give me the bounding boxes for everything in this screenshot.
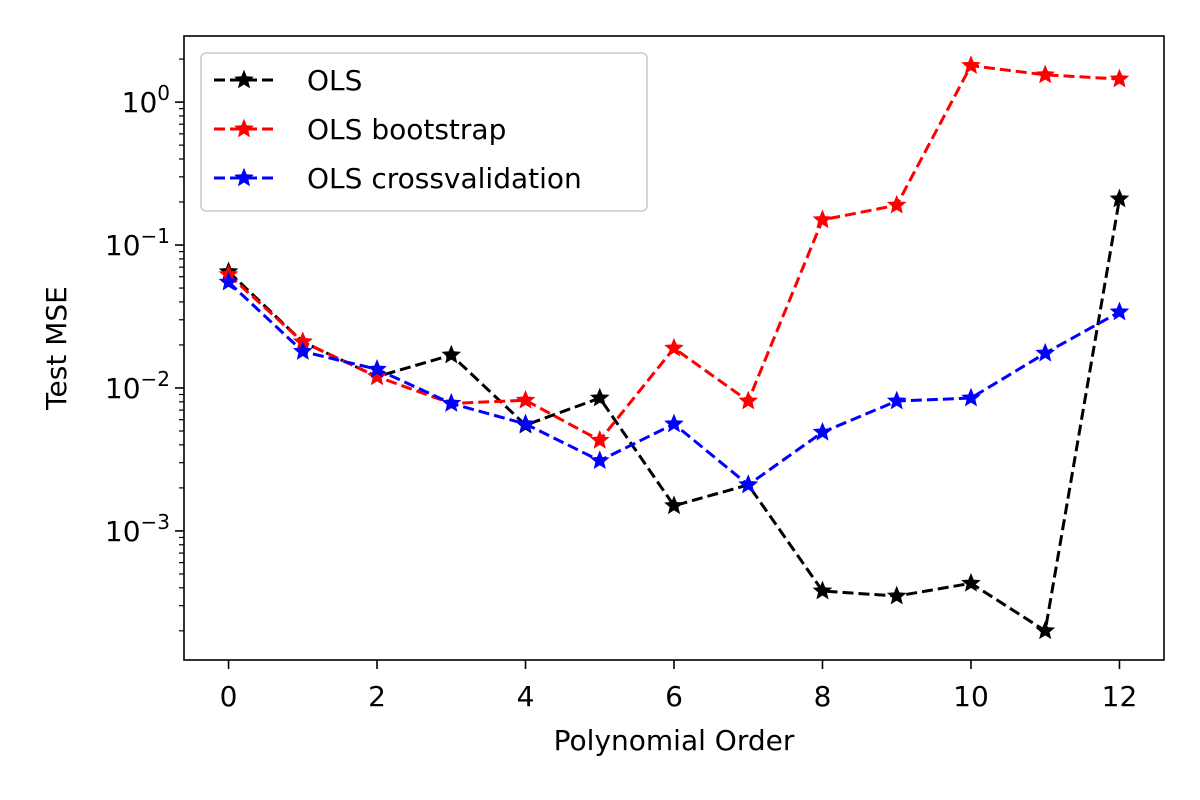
y-tick-label-base: 10 (122, 86, 158, 119)
x-tick-label: 8 (814, 680, 832, 713)
data-point (1035, 342, 1056, 362)
data-point (1035, 620, 1056, 640)
legend-label: OLS bootstrap (307, 113, 506, 146)
legend-marker (234, 167, 254, 187)
data-point (515, 413, 536, 433)
x-tick-label: 10 (953, 680, 989, 713)
y-tick-label: 10−2 (105, 367, 170, 405)
data-point (738, 390, 759, 410)
data-point (886, 585, 907, 605)
series-2 (218, 271, 1130, 494)
x-axis-label: Polynomial Order (554, 724, 795, 757)
x-axis: 0 2 4 6 8 10 12 (220, 660, 1138, 713)
y-tick-label-exponent: −3 (141, 510, 170, 534)
data-point (441, 344, 462, 364)
data-point (1109, 301, 1130, 321)
data-point (218, 271, 239, 291)
data-point (812, 421, 833, 441)
y-tick-label-base: 10 (105, 372, 141, 405)
y-tick-label-base: 10 (105, 229, 141, 262)
x-tick-label: 0 (220, 680, 238, 713)
y-tick-label-exponent: −2 (141, 367, 170, 391)
series-layer (218, 55, 1130, 640)
legend-label: OLS (307, 64, 362, 97)
data-point (961, 387, 981, 407)
data-point (589, 387, 610, 407)
legend-label: OLS crossvalidation (307, 162, 582, 195)
data-point (738, 474, 759, 494)
data-point (1109, 188, 1130, 208)
data-point (961, 572, 981, 592)
legend: OLS OLS bootstrap OLS crossvalidation (200, 52, 648, 212)
y-tick-label: 10−1 (105, 224, 170, 262)
data-point (515, 389, 536, 409)
y-tick-label-base: 10 (105, 515, 141, 548)
x-tick-label: 2 (368, 680, 386, 713)
legend-marker (234, 118, 254, 138)
x-tick-label: 12 (1102, 680, 1138, 713)
y-axis-label: Test MSE (40, 286, 73, 411)
x-tick-label: 4 (517, 680, 535, 713)
data-point (292, 341, 313, 360)
legend-marker (234, 69, 254, 89)
data-point (441, 393, 462, 412)
data-point (664, 413, 684, 433)
data-point (589, 450, 610, 470)
data-point (961, 55, 981, 74)
data-point (664, 495, 684, 515)
data-point (812, 209, 833, 229)
x-tick-label: 6 (665, 680, 683, 713)
data-point (886, 194, 907, 214)
legend-box (200, 52, 648, 212)
data-point (589, 430, 610, 449)
data-point (1035, 64, 1056, 84)
y-tick-label-exponent: −1 (141, 224, 170, 248)
y-tick-label: 10−3 (105, 510, 170, 548)
data-point (1109, 68, 1130, 88)
data-point (812, 580, 833, 600)
y-tick-label: 100 (122, 81, 170, 119)
y-tick-label-exponent: 0 (157, 81, 170, 105)
data-point (886, 390, 907, 410)
data-point (367, 359, 387, 378)
data-point (664, 337, 684, 357)
